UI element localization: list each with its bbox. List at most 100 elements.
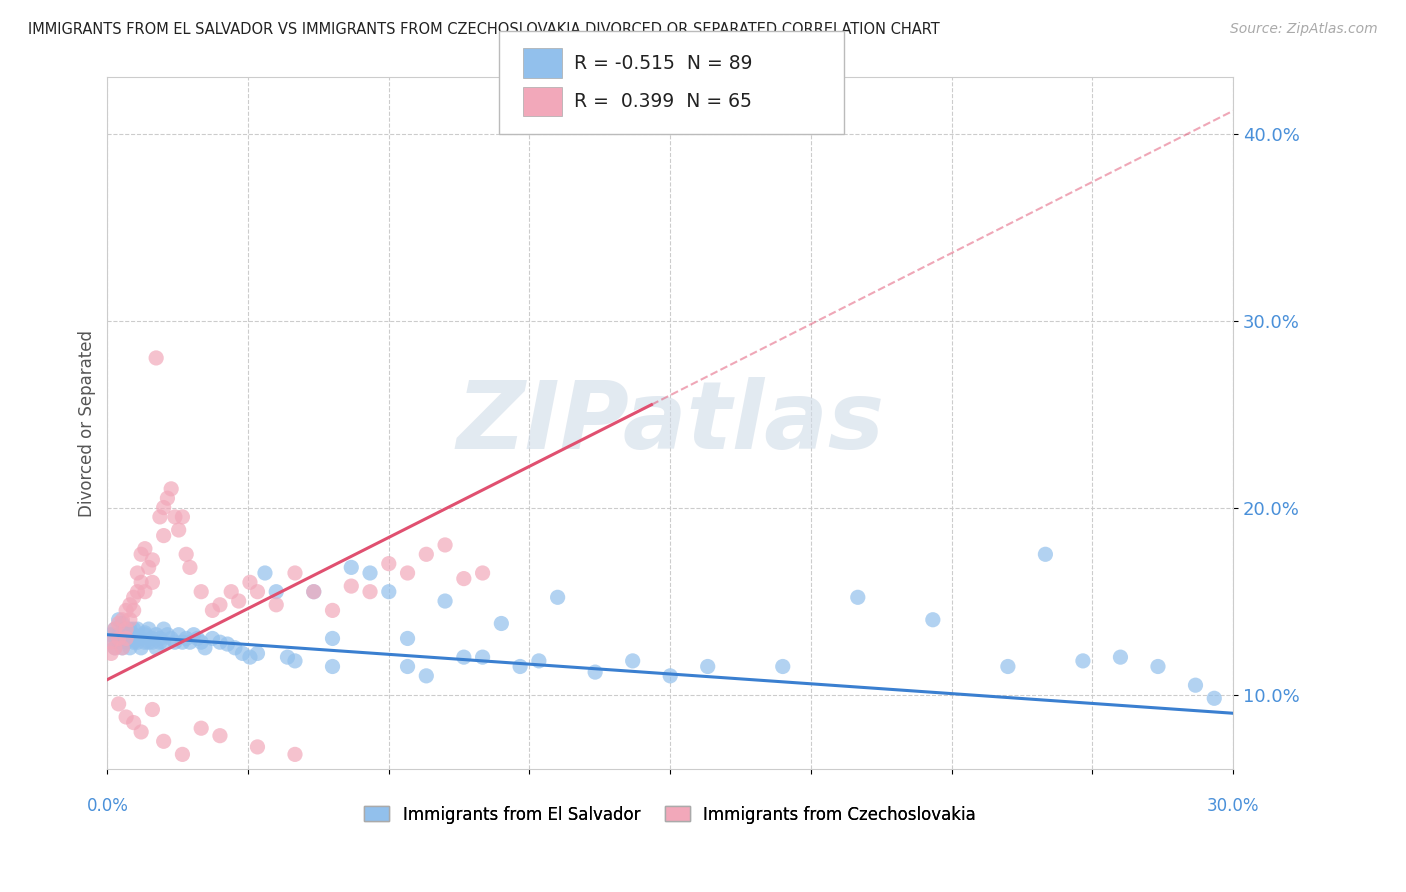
Point	[107, 616, 129, 631]
Point	[174, 632, 197, 646]
Point	[772, 659, 794, 673]
Point	[115, 635, 138, 649]
Point	[509, 659, 531, 673]
Point	[100, 647, 122, 661]
Point	[100, 635, 122, 649]
Point	[997, 659, 1019, 673]
Text: IMMIGRANTS FROM EL SALVADOR VS IMMIGRANTS FROM CZECHOSLOVAKIA DIVORCED OR SEPARA: IMMIGRANTS FROM EL SALVADOR VS IMMIGRANT…	[28, 22, 939, 37]
Point	[127, 622, 149, 636]
Point	[921, 613, 943, 627]
Point	[527, 654, 550, 668]
Point	[104, 622, 127, 636]
Point	[284, 747, 307, 762]
Text: R =  0.399  N = 65: R = 0.399 N = 65	[574, 92, 752, 112]
Point	[190, 584, 212, 599]
Point	[127, 566, 149, 580]
Point	[115, 632, 138, 646]
Point	[174, 547, 197, 561]
Point	[145, 628, 167, 642]
Point	[201, 632, 224, 646]
Point	[284, 566, 307, 580]
Point	[152, 622, 174, 636]
Point	[172, 747, 194, 762]
Point	[129, 632, 152, 646]
Point	[696, 659, 718, 673]
Text: Source: ZipAtlas.com: Source: ZipAtlas.com	[1230, 22, 1378, 37]
Point	[141, 553, 163, 567]
Point	[152, 528, 174, 542]
Point	[141, 575, 163, 590]
Point	[239, 650, 262, 665]
Point	[149, 635, 172, 649]
Point	[1035, 547, 1057, 561]
Point	[471, 650, 494, 665]
Point	[396, 566, 419, 580]
Point	[321, 632, 343, 646]
Point	[194, 640, 217, 655]
Point	[156, 628, 179, 642]
Point	[239, 575, 262, 590]
Point	[104, 640, 127, 655]
Point	[302, 584, 325, 599]
Point	[224, 640, 246, 655]
Point	[340, 579, 363, 593]
Point	[138, 622, 160, 636]
Point	[547, 591, 569, 605]
Point	[231, 647, 253, 661]
Point	[118, 598, 141, 612]
Point	[264, 584, 287, 599]
Point	[217, 637, 239, 651]
Point	[659, 669, 682, 683]
Point	[453, 572, 475, 586]
Point	[134, 628, 156, 642]
Point	[167, 523, 190, 537]
Point	[122, 603, 145, 617]
Point	[453, 650, 475, 665]
Point	[183, 628, 205, 642]
Point	[129, 575, 152, 590]
Text: 30.0%: 30.0%	[1206, 797, 1260, 815]
Point	[415, 547, 437, 561]
Point	[152, 734, 174, 748]
Point	[208, 635, 231, 649]
Point	[1109, 650, 1132, 665]
Point	[160, 482, 183, 496]
Point	[415, 669, 437, 683]
Point	[149, 632, 172, 646]
Point	[491, 616, 513, 631]
Point	[246, 739, 269, 754]
Point	[118, 613, 141, 627]
Legend: Immigrants from El Salvador, Immigrants from Czechoslovakia: Immigrants from El Salvador, Immigrants …	[357, 799, 983, 830]
Point	[115, 710, 138, 724]
Point	[118, 622, 141, 636]
Point	[107, 697, 129, 711]
Point	[107, 635, 129, 649]
Point	[1147, 659, 1170, 673]
Point	[104, 622, 127, 636]
Point	[163, 635, 186, 649]
Point	[122, 622, 145, 636]
Point	[228, 594, 250, 608]
Point	[129, 640, 152, 655]
Point	[246, 584, 269, 599]
Point	[276, 650, 298, 665]
Point	[583, 665, 606, 679]
Point	[201, 603, 224, 617]
Point	[138, 635, 160, 649]
Point	[134, 625, 156, 640]
Point	[111, 613, 134, 627]
Point	[264, 598, 287, 612]
Point	[129, 725, 152, 739]
Point	[115, 632, 138, 646]
Point	[115, 622, 138, 636]
Point	[145, 351, 167, 365]
Point	[127, 635, 149, 649]
Point	[145, 640, 167, 655]
Point	[129, 547, 152, 561]
Point	[846, 591, 869, 605]
Point	[378, 557, 401, 571]
Text: ZIPatlas: ZIPatlas	[456, 377, 884, 469]
Point	[122, 715, 145, 730]
Point	[134, 584, 156, 599]
Point	[253, 566, 276, 580]
